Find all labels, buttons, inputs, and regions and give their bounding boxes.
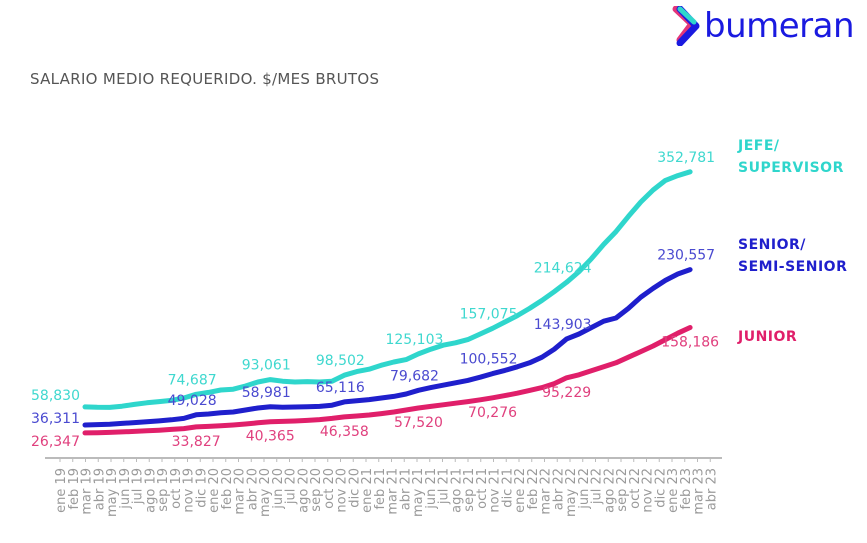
x-tick-label: ago 21 (449, 468, 464, 513)
data-label: 79,682 (390, 368, 439, 384)
data-label: 58,830 (31, 388, 80, 404)
boomerang-icon (672, 6, 700, 46)
x-tick-label: mar 21 (386, 468, 401, 515)
legend-senior-semi-senior: SENIOR/ SEMI-SENIOR (738, 237, 848, 275)
x-tick-label: jul 22 (590, 468, 605, 505)
x-tick-label: nov 19 (182, 468, 197, 513)
x-tick-label: feb 20 (220, 468, 235, 510)
x-tick-label: dic 22 (653, 468, 668, 508)
data-label: 40,365 (246, 429, 295, 445)
x-tick-label: feb 19 (67, 468, 82, 510)
brand-name: bumeran (704, 6, 855, 46)
x-tick-label: ene 23 (666, 468, 681, 513)
x-tick-label: dic 20 (347, 468, 362, 508)
data-label: 100,552 (460, 352, 518, 368)
x-tick-label: feb 22 (526, 468, 541, 510)
x-tick-label: ene 21 (360, 468, 375, 513)
x-tick-label: may 19 (105, 468, 120, 517)
x-tick-label: feb 23 (679, 468, 694, 510)
x-tick-label: jun 19 (118, 468, 133, 510)
x-tick-label: abr 21 (398, 468, 413, 510)
x-tick-label: feb 21 (373, 468, 388, 510)
data-label: 57,520 (394, 415, 443, 431)
x-tick-label: may 20 (258, 468, 273, 517)
x-tick-label: ago 19 (143, 468, 158, 513)
x-tick-label: nov 20 (335, 468, 350, 513)
x-tick-label: mar 22 (539, 468, 554, 515)
x-tick-label: ene 20 (207, 468, 222, 513)
x-tick-label: sep 21 (462, 468, 477, 512)
data-label: 214,624 (534, 260, 592, 276)
x-tick-label: sep 19 (156, 468, 171, 512)
x-tick-label: abr 19 (92, 468, 107, 510)
data-label: 352,781 (657, 150, 715, 166)
x-tick-label: abr 23 (704, 468, 719, 510)
x-tick-label: jun 22 (577, 468, 592, 510)
x-tick-label: jun 21 (424, 468, 439, 510)
series-line-1 (82, 267, 693, 428)
data-label: 46,358 (320, 424, 369, 440)
x-tick-label: ene 22 (513, 468, 528, 513)
data-label: 74,687 (168, 372, 217, 388)
data-label: 98,502 (316, 353, 365, 369)
x-tick-label: ago 22 (602, 468, 617, 513)
x-tick-label: oct 20 (322, 468, 337, 509)
data-label: 143,903 (534, 317, 592, 333)
x-tick-label: abr 22 (551, 468, 566, 510)
x-tick-label: mar 23 (692, 468, 707, 515)
x-tick-label: nov 21 (488, 468, 503, 513)
x-tick-label: jul 21 (437, 468, 452, 505)
chart-title: SALARIO MEDIO REQUERIDO. $/MES BRUTOS (30, 70, 380, 88)
x-tick-label: may 21 (411, 468, 426, 517)
x-tick-label: sep 22 (615, 468, 630, 512)
data-label: 26,347 (31, 434, 80, 450)
x-tick-label: sep 20 (309, 468, 324, 512)
data-label: 93,061 (242, 358, 291, 374)
data-label: 33,827 (172, 434, 221, 450)
x-tick-label: jul 19 (131, 468, 146, 505)
x-tick-label: oct 22 (628, 468, 643, 509)
data-label: 65,116 (316, 380, 365, 396)
x-tick-label: jul 20 (284, 468, 299, 505)
data-label: 157,075 (460, 306, 518, 322)
data-label: 158,186 (661, 334, 719, 350)
data-label: 70,276 (468, 405, 517, 421)
legend-junior: JUNIOR (738, 329, 798, 345)
data-label: 125,103 (385, 332, 443, 348)
data-label: 49,028 (168, 393, 217, 409)
series-line-2 (82, 325, 693, 436)
series-line-0 (82, 169, 693, 410)
data-label: 36,311 (31, 411, 80, 427)
data-label: 230,557 (657, 248, 715, 264)
x-tick-label: ene 19 (54, 468, 69, 513)
x-tick-label: may 22 (564, 468, 579, 517)
x-tick-label: dic 19 (194, 468, 209, 508)
x-tick-label: jun 20 (271, 468, 286, 510)
x-tick-label: oct 19 (169, 468, 184, 509)
x-tick-label: mar 20 (233, 468, 248, 515)
x-tick-label: ago 20 (296, 468, 311, 513)
x-tick-label: abr 20 (245, 468, 260, 510)
legend-jefe-supervisor: JEFE/ SUPERVISOR (738, 138, 844, 176)
bumeran-logo: bumeran (672, 6, 855, 46)
data-label: 58,981 (242, 385, 291, 401)
x-tick-label: dic 21 (500, 468, 515, 508)
data-label: 95,229 (542, 385, 591, 401)
x-tick-label: oct 21 (475, 468, 490, 509)
x-tick-label: mar 19 (80, 468, 95, 515)
x-tick-label: nov 22 (641, 468, 656, 513)
